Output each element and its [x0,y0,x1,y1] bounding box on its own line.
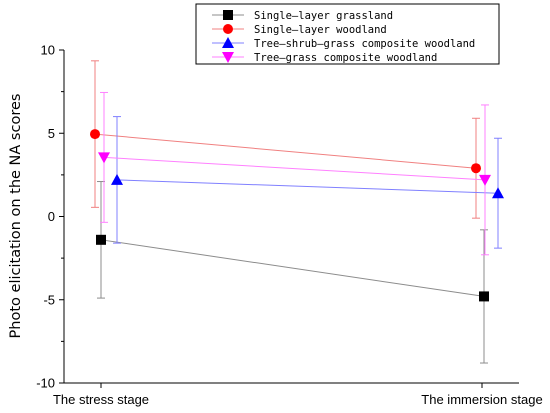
legend-entry: Single—layer grassland [254,10,393,22]
x-tick-label: The immersion stage [421,392,542,407]
y-axis-label: Photo elicitation on the NA scores [8,94,24,339]
data-point [479,174,491,186]
y-tick-label: -5 [43,292,55,307]
y-tick-label: 10 [41,43,55,58]
data-point [96,234,106,245]
series-1 [90,60,481,219]
series-layer [90,60,504,364]
legend-entry: Tree—grass composite woodland [254,52,437,64]
data-point [222,52,234,63]
series-3 [98,91,491,256]
legend-box [195,3,500,65]
series-line [100,239,485,297]
data-point [111,173,123,185]
legend-entry: Single—layer woodland [254,24,387,36]
data-point [98,152,110,164]
data-point [223,10,233,20]
series-line [116,179,499,194]
data-point [471,163,481,174]
series-0 [96,181,489,364]
data-point [223,24,233,34]
y-tick-label: 5 [48,126,55,141]
legend-entry: Tree—shrub—grass composite woodland [254,38,475,50]
axes: -10 -5 0 5 10 The stress stage The immersion s… [36,43,542,408]
data-point [492,187,504,199]
series-2 [111,116,504,249]
data-point [222,37,234,48]
legend: Single—layer grassland Single—layer woodl… [195,3,500,65]
series-line [94,133,477,169]
x-tick-label: The stress stage [53,392,149,407]
data-point [479,291,489,302]
y-tick-label: -10 [36,376,55,391]
y-tick-label: 0 [48,209,55,224]
series-line [103,156,486,181]
data-point [90,129,100,140]
